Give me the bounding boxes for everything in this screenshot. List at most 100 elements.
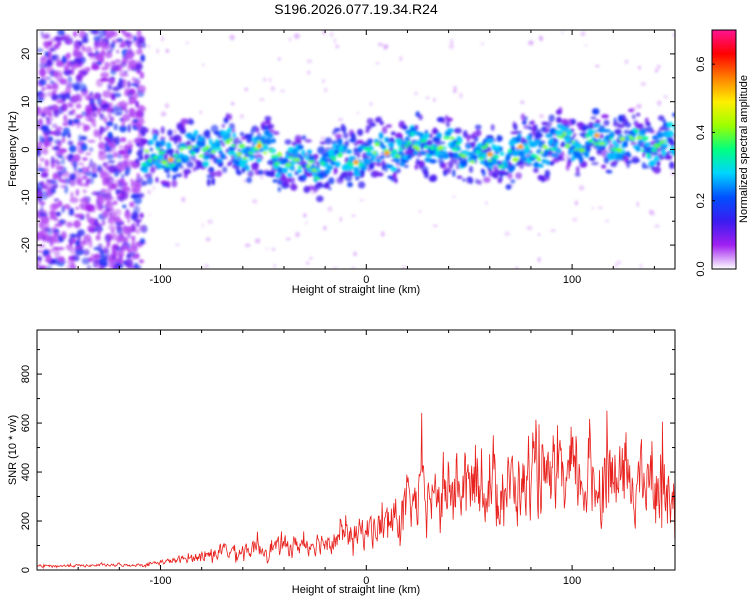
noise-blob — [58, 165, 64, 170]
spectrogram-y-label: Frequency (Hz) — [7, 111, 19, 187]
signal-halo — [462, 178, 466, 182]
faint-blob — [351, 214, 356, 218]
signal-core — [578, 155, 584, 164]
noise-blob — [68, 119, 73, 126]
signal-core — [315, 168, 321, 173]
noise-blob — [130, 195, 137, 199]
noise-blob — [112, 265, 120, 269]
noise-blob — [75, 175, 84, 183]
faint-blob — [175, 243, 180, 247]
noise-blob — [41, 87, 46, 91]
x-tick-label: 100 — [563, 274, 581, 286]
signal-halo — [357, 128, 364, 136]
faint-blob — [295, 231, 300, 238]
noise-blob — [90, 253, 95, 261]
signal-core — [543, 149, 550, 155]
noise-blob — [113, 38, 120, 44]
noise-blob — [44, 141, 49, 148]
signal-halo — [497, 135, 503, 142]
noise-blob — [38, 197, 43, 202]
signal-core — [466, 144, 471, 149]
signal-halo — [186, 161, 194, 168]
signal-core — [346, 149, 352, 154]
faint-blob — [322, 79, 325, 84]
noise-blob — [81, 45, 86, 52]
faint-blob — [164, 103, 170, 109]
signal-halo — [160, 126, 165, 134]
signal-core — [147, 161, 153, 168]
faint-blob — [369, 102, 373, 106]
noise-blob — [82, 249, 90, 256]
spectrogram-noise-region — [37, 30, 675, 269]
signal-hotspot — [169, 158, 173, 162]
noise-blob — [107, 82, 113, 92]
noise-blob — [56, 93, 66, 100]
signal-core — [564, 137, 571, 143]
snr-y-ticks: 0 200 400 600 800 — [20, 349, 675, 573]
noise-blob — [137, 85, 146, 94]
noise-blob — [50, 210, 57, 217]
noise-blob — [43, 249, 50, 256]
signal-core — [378, 132, 384, 140]
noise-blob — [128, 112, 134, 116]
signal-halo — [375, 116, 383, 123]
signal-streak — [205, 145, 210, 150]
noise-blob — [86, 107, 94, 115]
noise-blob — [138, 259, 144, 264]
noise-blob — [72, 237, 77, 244]
signal-halo — [365, 125, 372, 130]
noise-blob — [130, 235, 136, 240]
noise-blob — [103, 246, 108, 253]
signal-core — [296, 169, 303, 173]
signal-core — [446, 128, 454, 133]
signal-streak — [629, 135, 633, 140]
signal-halo — [190, 154, 196, 161]
noise-blob — [53, 109, 60, 118]
signal-halo — [522, 120, 527, 125]
signal-core — [472, 155, 478, 159]
colorbar-tick-label: 0.2 — [695, 193, 707, 208]
signal-streak — [306, 164, 311, 169]
signal-halo — [328, 187, 332, 191]
faint-blob — [375, 62, 380, 65]
signal-streak — [545, 147, 550, 151]
signal-halo — [335, 133, 342, 140]
signal-halo — [286, 184, 290, 188]
noise-blob — [52, 71, 59, 78]
signal-core — [385, 137, 390, 143]
noise-blob — [67, 259, 75, 266]
signal-halo — [376, 162, 382, 167]
signal-halo — [246, 177, 252, 184]
signal-halo — [206, 135, 212, 140]
signal-core — [593, 123, 601, 128]
noise-blob — [112, 243, 120, 249]
y-tick-label: 600 — [20, 414, 32, 432]
spectrogram-x-label: Height of straight line (km) — [292, 284, 420, 296]
noise-blob — [93, 45, 99, 51]
noise-blob — [74, 244, 84, 250]
noise-blob — [139, 212, 144, 219]
signal-core — [343, 145, 348, 151]
noise-blob — [105, 153, 114, 160]
noise-blob — [81, 242, 89, 246]
noise-blob — [136, 192, 145, 199]
faint-blob — [254, 238, 261, 244]
signal-core — [671, 149, 675, 156]
noise-blob — [95, 234, 101, 241]
noise-blob — [60, 171, 70, 178]
signal-streak — [210, 149, 216, 154]
noise-blob — [62, 122, 69, 126]
noise-blob — [78, 134, 83, 143]
noise-blob — [79, 83, 87, 93]
signal-streak — [578, 147, 586, 153]
signal-streak — [320, 161, 325, 165]
signal-halo — [475, 129, 482, 137]
signal-core — [534, 139, 542, 144]
noise-blob — [100, 50, 105, 57]
signal-halo — [345, 139, 350, 147]
noise-blob — [88, 239, 93, 249]
faint-blob — [656, 64, 661, 70]
chart-title: S196.2026.077.19.34.R24 — [274, 1, 438, 17]
noise-blob — [103, 148, 107, 154]
signal-halo — [392, 170, 397, 179]
